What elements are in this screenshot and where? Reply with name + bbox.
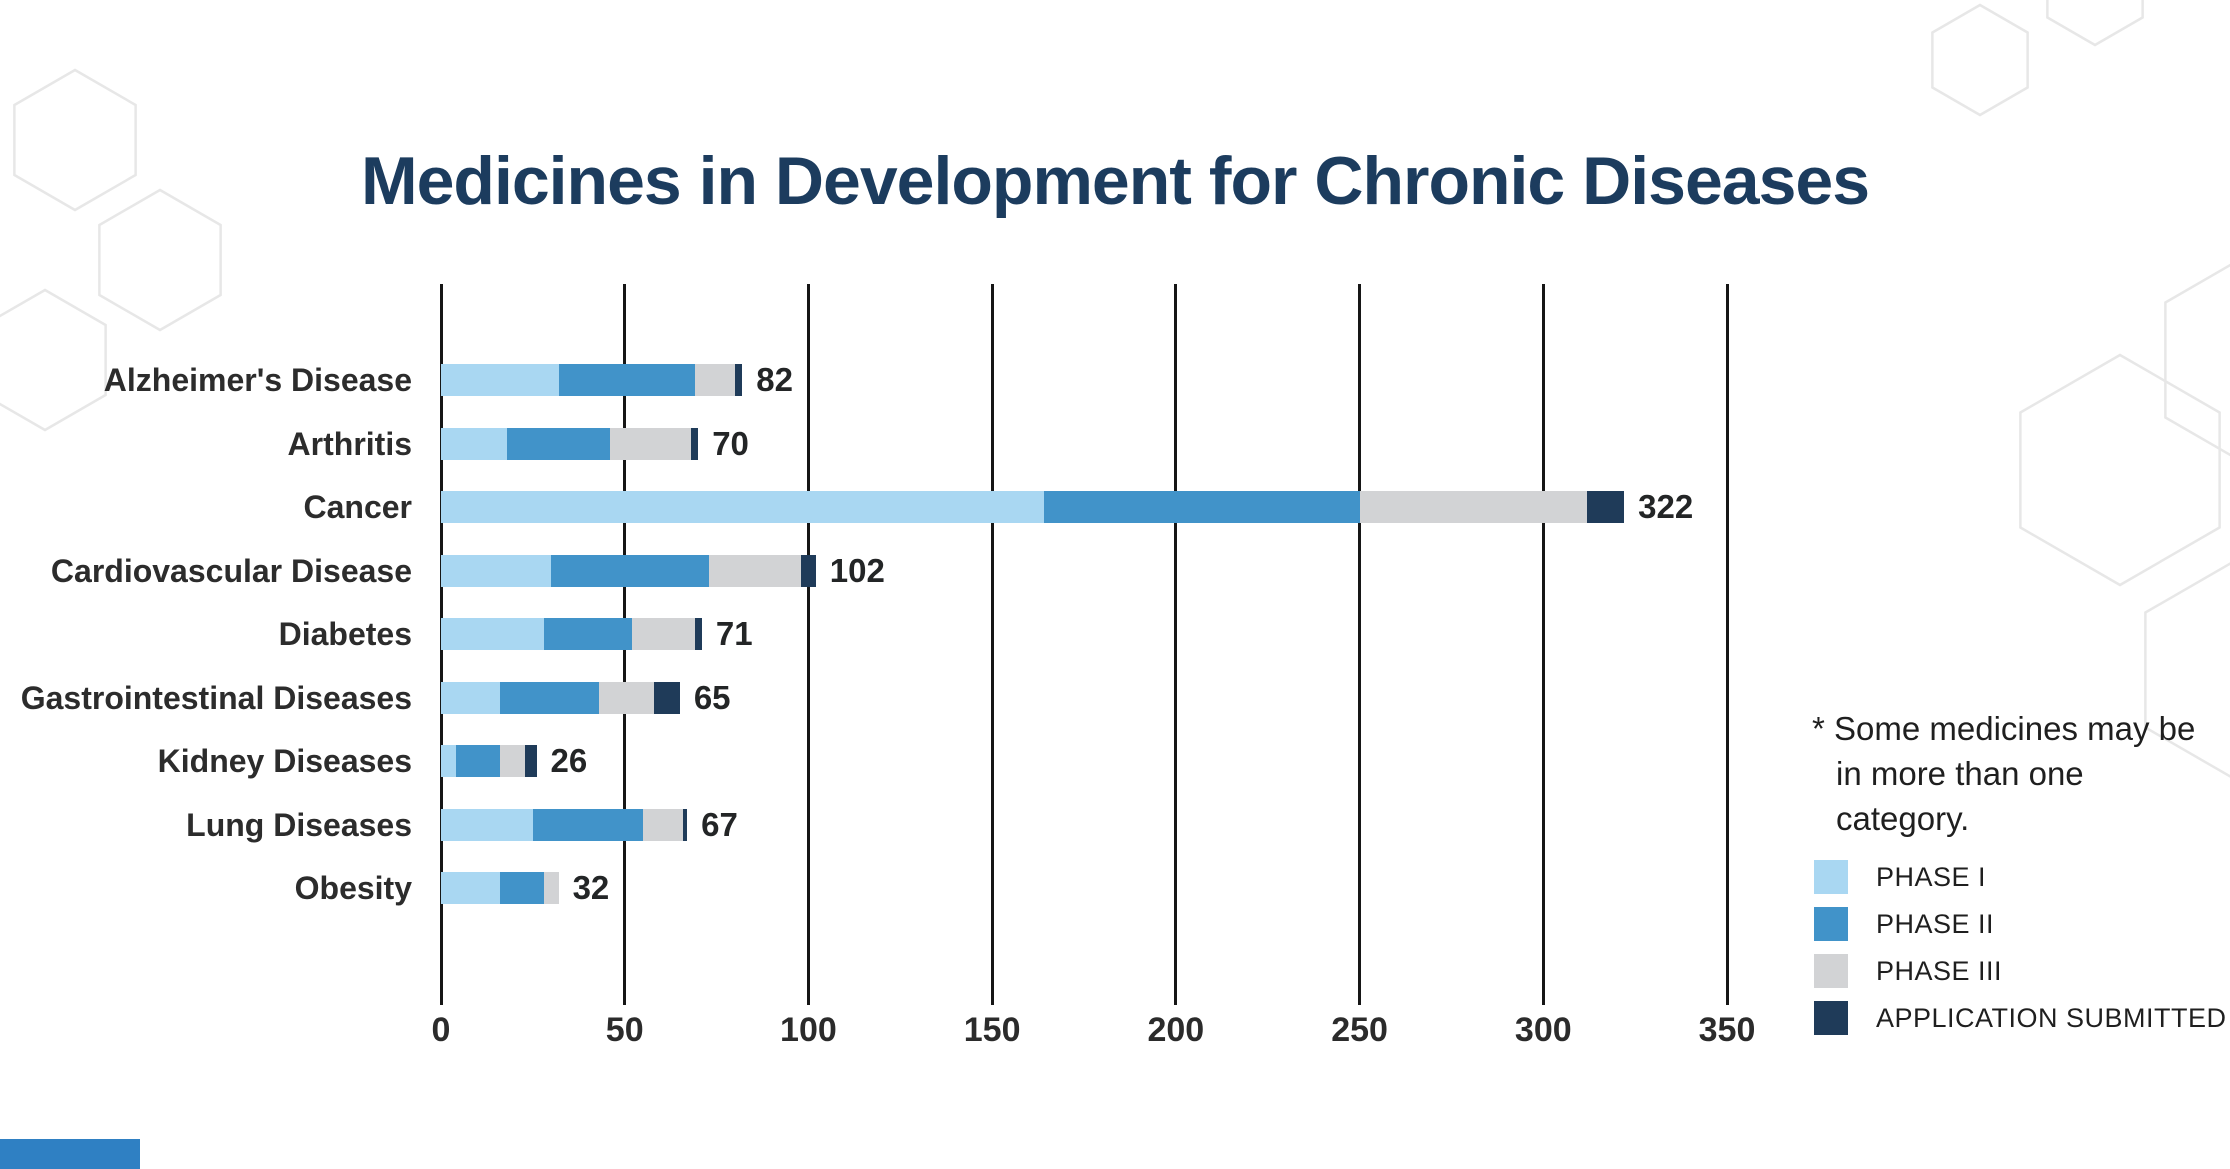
bar-segment bbox=[441, 427, 508, 460]
bar-segment bbox=[441, 808, 533, 841]
x-tick-label: 350 bbox=[1698, 1011, 1756, 1049]
bar-segment bbox=[694, 618, 702, 650]
gridline bbox=[990, 284, 994, 1005]
bar-row bbox=[441, 872, 559, 904]
bar-row bbox=[441, 364, 743, 396]
gridline bbox=[1725, 284, 1729, 1005]
gridline bbox=[806, 284, 810, 1005]
chart-title: Medicines in Development for Chronic Dis… bbox=[360, 142, 1870, 219]
category-label: Diabetes bbox=[278, 616, 412, 652]
x-tick-label: 300 bbox=[1514, 1011, 1572, 1049]
bar-segment bbox=[441, 554, 552, 587]
category-label: Gastrointestinal Diseases bbox=[20, 679, 412, 716]
gridline bbox=[1174, 284, 1178, 1005]
legend-label: PHASE III bbox=[1876, 955, 2003, 986]
x-axis: 0 50 100 150 200 250 300 350 bbox=[432, 1011, 1756, 1061]
legend-swatch bbox=[1814, 860, 1848, 894]
category-axis: Alzheimer's Disease Arthritis Cancer Cardio… bbox=[0, 284, 426, 1005]
bar-segment bbox=[632, 618, 695, 650]
bar-value-label: 26 bbox=[550, 742, 588, 779]
x-tick-label: 250 bbox=[1331, 1011, 1388, 1049]
bar-segment bbox=[532, 808, 644, 841]
category-label: Arthritis bbox=[287, 425, 412, 462]
category-label: Kidney Diseases bbox=[157, 743, 412, 779]
bar-segment bbox=[801, 554, 816, 587]
bar-segment bbox=[643, 808, 684, 841]
bar-segment bbox=[1359, 491, 1588, 523]
legend-swatch bbox=[1814, 954, 1848, 988]
bar-segment bbox=[499, 872, 544, 904]
category-label: Cancer bbox=[303, 489, 413, 525]
bar-value-label: 67 bbox=[701, 805, 738, 843]
bar-segment bbox=[455, 745, 500, 777]
bar-segment bbox=[499, 681, 599, 714]
bar-segment bbox=[441, 491, 1044, 523]
bar-value-label: 71 bbox=[715, 615, 753, 652]
bar-segment bbox=[610, 427, 691, 460]
x-tick-label: 50 bbox=[605, 1011, 644, 1049]
footnote: * Some medicines may be in more than one… bbox=[1812, 710, 2196, 837]
bar-segment bbox=[441, 618, 544, 650]
x-tick-label: 0 bbox=[431, 1011, 451, 1049]
bar-segment bbox=[683, 808, 688, 841]
x-tick-label: 200 bbox=[1147, 1011, 1205, 1049]
legend-label: PHASE II bbox=[1876, 908, 1995, 939]
legend-swatch bbox=[1814, 907, 1848, 941]
bar-segment bbox=[1043, 491, 1360, 523]
bar-row bbox=[441, 618, 702, 650]
bar-value-label: 82 bbox=[756, 361, 793, 398]
bar-value-label: 70 bbox=[712, 424, 749, 462]
legend-swatch bbox=[1814, 1001, 1848, 1035]
x-tick-label: 150 bbox=[963, 1011, 1021, 1049]
bar-row bbox=[441, 554, 816, 587]
bar-segment bbox=[694, 364, 735, 396]
bar-value-label: 65 bbox=[693, 678, 731, 716]
legend-item: PHASE II bbox=[1814, 907, 2227, 941]
legend-item: PHASE III bbox=[1814, 954, 2227, 988]
bar-row bbox=[441, 681, 680, 714]
legend-label: PHASE I bbox=[1876, 861, 1987, 892]
legend: PHASE I PHASE II PHASE III APPLICATION SUBM… bbox=[1814, 860, 2227, 1048]
category-label: Lung Diseases bbox=[186, 806, 412, 843]
gridline bbox=[1541, 284, 1545, 1005]
bar-segment bbox=[543, 872, 559, 904]
bar-segment bbox=[441, 364, 559, 396]
bar-segment bbox=[598, 681, 655, 714]
bar-segment bbox=[441, 745, 456, 777]
bar-value-label: 32 bbox=[572, 869, 610, 906]
gridline bbox=[1358, 284, 1362, 1005]
bar-segment bbox=[499, 745, 526, 777]
bar-segment bbox=[525, 745, 537, 777]
bar-segment bbox=[543, 618, 633, 650]
bar-row bbox=[441, 808, 688, 841]
corner-accent-bar bbox=[0, 1139, 140, 1169]
bar-row bbox=[441, 427, 699, 460]
legend-item: APPLICATION SUBMITTED bbox=[1814, 1001, 2227, 1035]
category-label: Obesity bbox=[294, 870, 412, 906]
category-label: Alzheimer's Disease bbox=[103, 362, 412, 398]
bar-segment bbox=[441, 681, 500, 714]
bar-row bbox=[441, 745, 537, 777]
bar-row bbox=[441, 491, 1625, 523]
plot-area: 82 70 322 102 71 65 26 67 32 bbox=[439, 284, 1729, 1005]
legend-label: APPLICATION SUBMITTED bbox=[1876, 1002, 2227, 1033]
bar-segment bbox=[507, 427, 610, 460]
legend-item: PHASE I bbox=[1814, 860, 2227, 894]
bar-segment bbox=[558, 364, 695, 396]
bar-value-label: 102 bbox=[829, 551, 885, 589]
bar-segment bbox=[734, 364, 743, 396]
bar-segment bbox=[441, 872, 500, 904]
bar-segment bbox=[1587, 491, 1625, 523]
bar-segment bbox=[654, 681, 680, 714]
x-tick-label: 100 bbox=[780, 1011, 837, 1049]
category-label: Cardiovascular Disease bbox=[50, 552, 412, 589]
bar-segment bbox=[709, 554, 802, 587]
bar-segment bbox=[551, 554, 710, 587]
bar-segment bbox=[690, 427, 699, 460]
bar-value-label: 322 bbox=[1638, 488, 1694, 525]
